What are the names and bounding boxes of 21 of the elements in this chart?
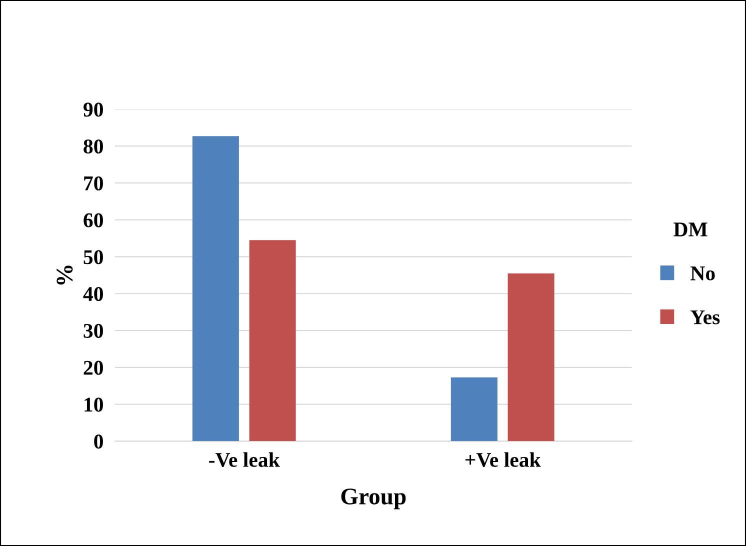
legend-label: Yes: [690, 310, 720, 324]
bar: [450, 377, 498, 442]
y-axis-title: %: [56, 266, 73, 285]
bar: [508, 273, 554, 442]
bar: [192, 136, 239, 442]
bar: [249, 240, 296, 442]
legend-title: DM: [674, 222, 708, 236]
x-tick-label: -Ve leak: [209, 452, 280, 468]
y-tick-label: 0: [94, 434, 103, 449]
y-tick-label: 40: [83, 287, 103, 302]
y-tick-label: 20: [84, 360, 103, 375]
y-tick-label: 10: [84, 398, 103, 412]
y-tick-label: 80: [84, 139, 103, 154]
y-tick-label: 70: [84, 176, 103, 190]
x-axis-title: Group: [341, 488, 406, 510]
x-tick-label: +Ve leak: [465, 452, 541, 468]
y-tick-label: 90: [84, 102, 103, 117]
y-tick-label: 50: [84, 250, 103, 264]
y-tick-label: 30: [84, 324, 103, 338]
y-tick-label: 60: [84, 213, 103, 228]
legend-label: No: [690, 266, 715, 280]
